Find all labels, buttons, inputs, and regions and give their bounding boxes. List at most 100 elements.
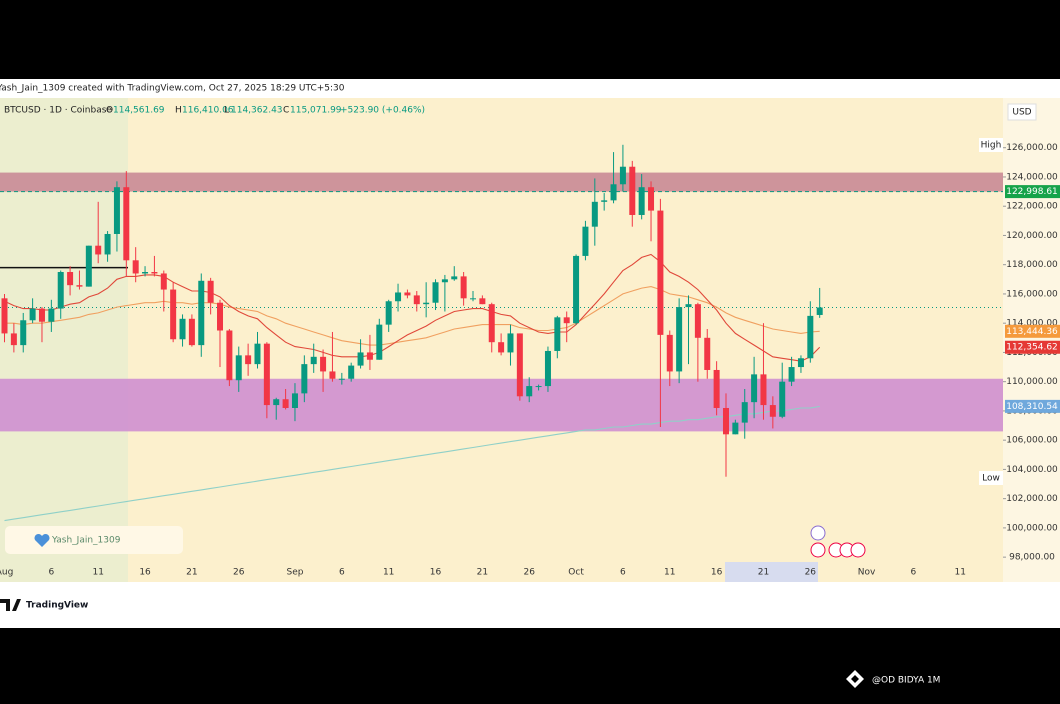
price-axis — [1003, 98, 1060, 582]
candle-body — [423, 302, 430, 305]
y-tick-label: 110,000.00 — [1006, 377, 1058, 387]
candle-body — [95, 245, 102, 255]
candle-body — [320, 356, 327, 372]
change: +523.90 (+0.46%) — [340, 106, 425, 116]
x-tick-label: Sep — [286, 568, 303, 578]
price-label-box — [1005, 399, 1060, 413]
candle-body — [1, 298, 8, 334]
event-icon — [810, 542, 826, 558]
candle-body — [479, 298, 486, 305]
candle-body — [142, 272, 149, 274]
candle-body — [57, 272, 64, 309]
candle-body — [516, 333, 523, 397]
brand: TradingView — [26, 601, 88, 611]
candle-body — [207, 280, 214, 303]
ohlc-value: 115,071.99 — [290, 106, 342, 116]
candle-body — [132, 260, 139, 274]
price-label: 113,444.36 — [1006, 327, 1058, 337]
candle-body — [788, 367, 795, 382]
x-tick-label: 11 — [383, 568, 394, 578]
candle-body — [526, 386, 533, 397]
candle-body — [638, 187, 645, 215]
candle-body — [769, 405, 776, 417]
low-label: Low — [982, 474, 1000, 484]
x-tick-label: 26 — [233, 568, 245, 578]
x-tick-label: 16 — [711, 568, 723, 578]
candle-body — [413, 295, 420, 305]
y-tick-label: 98,000.00 — [1009, 553, 1055, 563]
candle-body — [470, 298, 476, 300]
candle-body — [263, 343, 270, 406]
y-tick-label: 104,000.00 — [1006, 465, 1058, 475]
price-label-box — [1005, 340, 1060, 354]
price-label-box — [1005, 324, 1060, 338]
price-label: 112,354.62 — [1006, 343, 1058, 353]
candle-body — [432, 282, 439, 303]
y-tick-label: 124,000.00 — [1006, 172, 1058, 182]
x-tick-label: 6 — [339, 568, 345, 578]
x-tick-label: 16 — [139, 568, 151, 578]
x-tick-label: Oct — [568, 568, 584, 578]
candle-body — [357, 352, 364, 366]
y-tick-label: 118,000.00 — [1006, 260, 1058, 270]
price-label: 108,310.54 — [1006, 402, 1058, 412]
candle-body — [498, 342, 505, 353]
candle-body — [245, 355, 252, 365]
x-tick-label: 6 — [620, 568, 626, 578]
ma-line — [4, 405, 820, 522]
candle-body — [254, 343, 261, 365]
x-tick-label: 21 — [758, 568, 769, 578]
candle-body — [85, 245, 92, 287]
candle-body — [67, 272, 74, 286]
candle-body — [573, 255, 580, 324]
candle-body — [310, 356, 317, 365]
x-tick-label: 6 — [48, 568, 54, 578]
candle-body — [338, 378, 345, 380]
ohlc-key: H — [175, 106, 182, 116]
x-tick-label: 11 — [664, 568, 675, 578]
candle-body — [507, 333, 514, 353]
x-tick-label: 11 — [92, 568, 103, 578]
candle-body — [760, 374, 767, 406]
candle-body — [554, 317, 561, 351]
candle-body — [722, 407, 729, 435]
candle-body — [160, 273, 167, 290]
candle-body — [741, 402, 748, 423]
y-tick-label: 126,000.00 — [1006, 143, 1058, 153]
candle-body — [273, 399, 280, 406]
currency-box — [1007, 103, 1037, 121]
candle-body — [648, 187, 655, 211]
candle-body — [704, 337, 711, 370]
candle-body — [629, 166, 636, 215]
tv-logo — [0, 599, 21, 611]
overlay-text: @OD BIDYA 1M — [872, 676, 940, 686]
candle-body — [29, 308, 36, 321]
candle-body — [170, 289, 177, 340]
candle-body — [657, 210, 664, 335]
ohlc-key: C — [283, 106, 289, 116]
candle-body — [217, 302, 224, 331]
candle-body — [685, 304, 692, 308]
candle-body — [198, 280, 205, 346]
candle-body — [226, 330, 233, 381]
candle-body — [385, 301, 392, 325]
heart-icon — [34, 533, 50, 547]
candle-body — [113, 187, 120, 234]
candle-body — [797, 358, 804, 368]
ohlc-header: O 114,561.69 H 116,410.06L 114,362.43 C 115,07… — [106, 106, 342, 116]
candle-body — [544, 350, 551, 387]
candle-body — [601, 200, 608, 202]
y-tick-label: 106,000.00 — [1006, 436, 1058, 446]
candle-body — [188, 318, 195, 346]
y-tick-label: 114,000.00 — [1006, 319, 1058, 329]
x-tick-label: 26 — [523, 568, 535, 578]
y-tick-label: 122,000.00 — [1006, 202, 1058, 212]
ohlc-key: O — [106, 106, 113, 116]
zone — [0, 172, 1003, 192]
ohlc-value: 114,561.69 — [113, 106, 165, 116]
candle-body — [10, 333, 17, 346]
candle-body — [666, 334, 673, 372]
high-label: High — [981, 141, 1002, 151]
x-tick-label: 6 — [911, 568, 917, 578]
